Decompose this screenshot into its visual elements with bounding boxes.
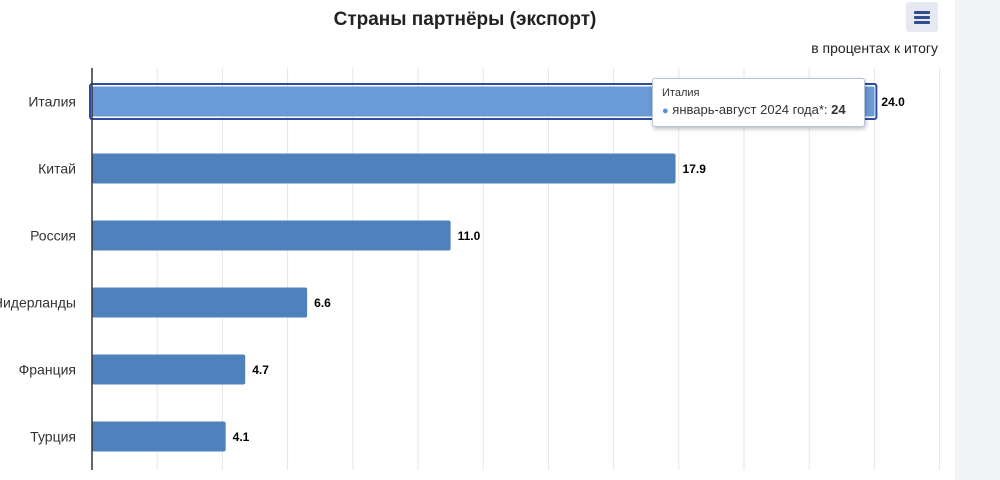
- category-label: Китай: [38, 161, 76, 177]
- hamburger-menu-icon-line: [914, 16, 930, 19]
- tooltip-series-label: январь-август 2024 года*:: [672, 102, 828, 117]
- hamburger-menu-icon: [914, 11, 930, 14]
- bar-2: [92, 220, 451, 251]
- bar-1: [92, 153, 676, 184]
- data-label: 4.1: [233, 430, 250, 444]
- data-label: 4.7: [252, 363, 269, 377]
- bar-highlight-outline: [89, 83, 878, 120]
- tooltip-title: Италия: [662, 87, 700, 99]
- chart-menu-button[interactable]: [906, 2, 938, 32]
- category-label: Франция: [19, 362, 76, 378]
- category-label: Италия: [28, 94, 76, 110]
- data-label: 24.0: [881, 95, 905, 109]
- tooltip-value: 24: [831, 102, 846, 117]
- data-label: 6.6: [314, 296, 331, 310]
- data-label: 11.0: [458, 229, 481, 243]
- page-scroll-strip: [955, 0, 1000, 480]
- chart-subtitle: в процентах к итогу: [811, 40, 938, 56]
- data-label: 17.9: [683, 162, 707, 176]
- bar-3: [92, 287, 308, 318]
- tooltip-row: ● январь-август 2024 года*: 24: [662, 102, 855, 117]
- chart-tooltip: Италия ● январь-август 2024 года*: 24: [652, 78, 865, 127]
- chart-title: Страны партнёры (экспорт): [333, 9, 597, 30]
- hamburger-menu-icon-line: [914, 21, 930, 24]
- bar-4: [92, 354, 246, 385]
- category-label: Нидерланды: [0, 295, 76, 311]
- bar-5: [92, 421, 226, 452]
- series-dot-icon: ●: [662, 105, 669, 117]
- category-label: Турция: [30, 429, 76, 445]
- category-label: Россия: [30, 228, 76, 244]
